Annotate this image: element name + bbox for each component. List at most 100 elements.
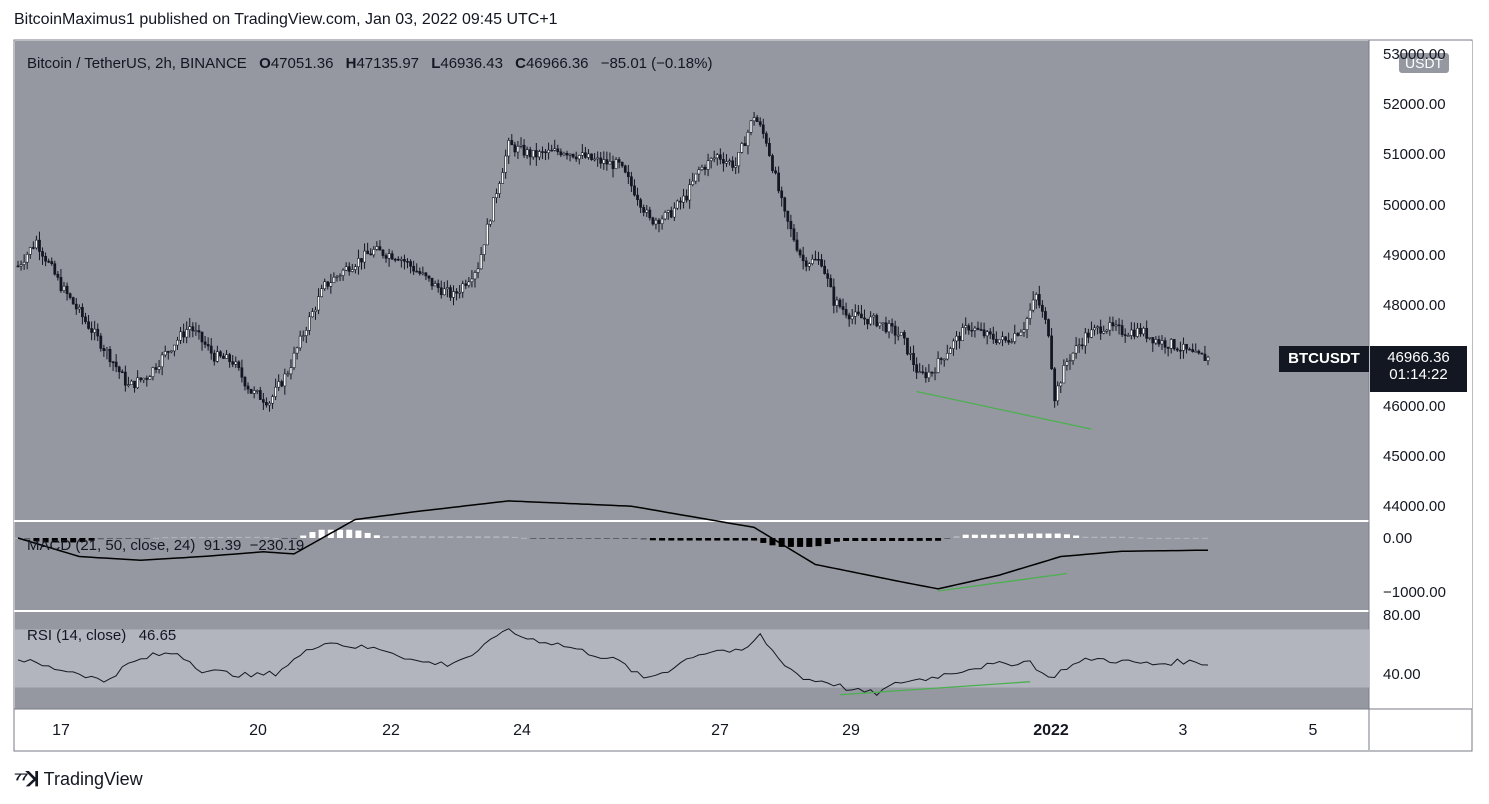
rsi-line <box>17 628 1209 696</box>
rsi-legend[interactable]: RSI (14, close) 46.65 <box>27 627 176 644</box>
macd-histogram-bar <box>475 536 482 538</box>
candle-body <box>182 331 185 338</box>
candle-body <box>25 254 29 263</box>
candle-body <box>795 239 799 251</box>
candle-body <box>470 278 474 283</box>
macd-histogram-bar <box>962 534 969 538</box>
candle-body <box>887 323 891 333</box>
price-tick: 48000.00 <box>1383 297 1446 315</box>
candle-body <box>743 143 747 147</box>
macd-histogram-bar <box>981 534 988 538</box>
macd-histogram-bar <box>254 536 261 538</box>
candle-body <box>117 366 121 373</box>
candle-body <box>105 349 109 351</box>
candle-body <box>277 381 281 388</box>
candle-body <box>222 355 225 359</box>
candle-body <box>360 258 363 263</box>
macd-histogram-bar <box>1091 536 1098 538</box>
high-value: 47135.97 <box>356 55 420 72</box>
candle-body <box>179 331 182 341</box>
candle-body <box>850 316 854 320</box>
symbol-title[interactable]: Bitcoin / TetherUS, 2h, BINANCE <box>27 55 247 72</box>
candle-body <box>623 165 627 173</box>
candle-body <box>801 254 805 262</box>
macd-histogram-bar <box>925 538 932 541</box>
candle-body <box>706 160 710 170</box>
macd-histogram-bar <box>1119 536 1126 538</box>
candle-body <box>163 351 167 356</box>
footer[interactable]: ⁷⁷ꓘ TradingView <box>14 767 143 792</box>
candle-body <box>703 166 707 170</box>
candle-body <box>498 183 501 194</box>
candle-body <box>1037 294 1041 306</box>
candle-body <box>976 327 980 330</box>
rsi-series <box>15 628 1369 696</box>
time-axis[interactable] <box>15 710 1369 750</box>
candle-body <box>562 152 566 156</box>
candle-body <box>84 316 87 323</box>
candle-body <box>715 154 719 159</box>
candle-body <box>424 272 428 277</box>
candle-body <box>406 261 409 263</box>
candle-body <box>863 317 866 320</box>
macd-histogram-bar <box>410 536 417 538</box>
macd-histogram-bar <box>723 538 730 541</box>
candle-body <box>927 371 931 379</box>
candle-body <box>872 315 876 318</box>
candle-body <box>274 386 278 397</box>
date-tick: 22 <box>382 722 400 739</box>
candle-body <box>261 399 265 403</box>
candle-body <box>881 322 885 325</box>
candle-body <box>1019 331 1023 336</box>
candle-body <box>228 354 231 363</box>
macd-pane[interactable] <box>15 522 1369 611</box>
candle-body <box>918 371 922 374</box>
candle-body <box>1111 322 1115 327</box>
macd-histogram-bar <box>143 538 150 539</box>
candle-body <box>1160 340 1164 345</box>
currency-button[interactable]: USDT <box>1398 52 1451 74</box>
candle-body <box>639 199 642 208</box>
candle-body <box>31 247 35 249</box>
candle-body <box>709 158 713 161</box>
candle-body <box>403 259 406 262</box>
candle-body <box>449 287 452 298</box>
candle-body <box>87 321 90 329</box>
rsi-band <box>15 629 1369 688</box>
candle-body <box>559 151 563 156</box>
macd-histogram-bar <box>1017 533 1024 538</box>
candle-body <box>725 161 728 164</box>
macd-legend[interactable]: MACD (21, 50, close, 24) 91.39 −230.19 <box>27 537 304 554</box>
price-tick: 52000.00 <box>1383 96 1446 114</box>
candle-body <box>145 377 149 380</box>
price-pane[interactable] <box>15 41 1369 521</box>
candle-body <box>255 390 259 392</box>
symbol-legend: Bitcoin / TetherUS, 2h, BINANCE O47051.3… <box>27 55 716 72</box>
candle-body <box>810 258 814 264</box>
candle-body <box>123 371 127 386</box>
macd-histogram-bar <box>1073 535 1080 538</box>
candle-body <box>93 328 97 333</box>
macd-histogram-bar <box>456 536 463 538</box>
candle-body <box>531 150 535 158</box>
candle-body <box>265 402 268 406</box>
macd-histogram-bar <box>24 538 31 540</box>
candle-body <box>988 331 992 335</box>
candle-body <box>44 256 47 262</box>
footer-brand: TradingView <box>43 769 143 789</box>
candle-body <box>878 322 882 327</box>
macd-histogram-bar <box>235 536 242 538</box>
candle-body <box>384 255 388 259</box>
candle-body <box>847 314 851 320</box>
date-tick: 24 <box>513 722 531 739</box>
close-value: 46966.36 <box>525 55 589 72</box>
candle-body <box>482 244 486 255</box>
candle-body <box>672 207 676 218</box>
macd-histogram-bar <box>1027 533 1034 538</box>
candle-body <box>599 157 603 164</box>
candle-body <box>608 161 612 165</box>
candle-body <box>38 239 41 252</box>
macd-histogram-bar <box>33 538 40 542</box>
candle-body <box>939 358 943 360</box>
